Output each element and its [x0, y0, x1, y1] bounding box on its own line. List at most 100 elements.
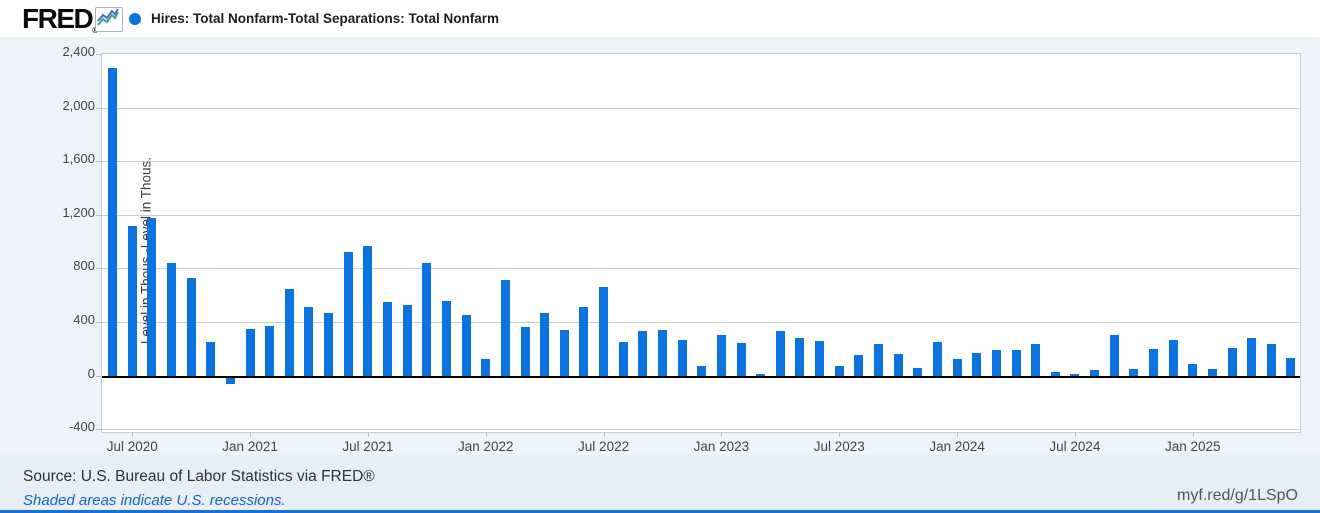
x-tick-mark — [603, 432, 605, 437]
bar-mar-2022[interactable] — [520, 326, 530, 376]
bar-aug-2021[interactable] — [383, 301, 393, 376]
bar-jul-2024[interactable] — [1070, 374, 1080, 376]
fred-chart-icon — [95, 7, 123, 32]
x-tick-label: Jul 2020 — [106, 439, 158, 454]
y-gridline — [102, 107, 1300, 109]
bar-dec-2020[interactable] — [225, 377, 235, 384]
y-tick-label: 1,200 — [62, 204, 95, 220]
bar-aug-2020[interactable] — [147, 217, 157, 376]
x-tick-mark — [1192, 432, 1194, 437]
bar-may-2023[interactable] — [795, 338, 805, 376]
bar-feb-2025[interactable] — [1207, 369, 1217, 376]
bar-oct-2023[interactable] — [893, 353, 903, 376]
bar-jul-2020[interactable] — [127, 225, 137, 376]
series-legend-label[interactable]: Hires: Total Nonfarm-Total Separations: … — [151, 11, 500, 26]
bar-aug-2023[interactable] — [854, 354, 864, 376]
bar-oct-2024[interactable] — [1129, 369, 1139, 376]
bar-may-2021[interactable] — [324, 312, 334, 376]
bar-aug-2022[interactable] — [618, 341, 628, 376]
y-gridline — [102, 322, 1300, 324]
graph-footer: Source: U.S. Bureau of Labor Statistics … — [0, 455, 1320, 510]
bar-dec-2024[interactable] — [1168, 339, 1178, 376]
bar-jun-2020[interactable] — [108, 68, 118, 376]
bar-dec-2022[interactable] — [697, 365, 707, 376]
bar-mar-2024[interactable] — [991, 350, 1001, 376]
bar-feb-2023[interactable] — [736, 342, 746, 376]
y-tick-mark — [96, 429, 102, 431]
bar-may-2022[interactable] — [559, 330, 569, 376]
bar-jun-2025[interactable] — [1286, 357, 1296, 376]
short-url-link[interactable]: myf.red/g/1LSpO — [1177, 487, 1298, 504]
bar-aug-2024[interactable] — [1090, 369, 1100, 376]
x-tick-mark — [367, 432, 369, 437]
y-tick-mark — [96, 375, 102, 377]
bar-may-2024[interactable] — [1031, 344, 1041, 376]
bottom-accent-strip — [0, 510, 1320, 513]
bar-jul-2021[interactable] — [363, 246, 373, 376]
bar-feb-2021[interactable] — [265, 326, 275, 376]
x-tick-label: Jul 2024 — [1049, 439, 1101, 454]
bar-dec-2021[interactable] — [461, 315, 471, 376]
bar-feb-2024[interactable] — [972, 352, 982, 376]
bar-nov-2020[interactable] — [206, 341, 216, 376]
bar-dec-2023[interactable] — [932, 342, 942, 376]
bar-nov-2024[interactable] — [1148, 348, 1158, 376]
bar-jul-2022[interactable] — [599, 286, 609, 376]
bar-sep-2021[interactable] — [402, 304, 412, 376]
bar-apr-2022[interactable] — [540, 312, 550, 376]
bar-jun-2024[interactable] — [1050, 372, 1060, 376]
x-tick-label: Jan 2022 — [457, 439, 514, 454]
x-tick-mark — [957, 432, 959, 437]
bar-nov-2021[interactable] — [441, 301, 451, 376]
bar-apr-2025[interactable] — [1247, 337, 1257, 376]
bar-jan-2025[interactable] — [1188, 363, 1198, 376]
bar-oct-2022[interactable] — [658, 330, 667, 376]
bar-sep-2024[interactable] — [1109, 335, 1119, 376]
x-tick-label: Jul 2022 — [578, 439, 630, 454]
bar-mar-2025[interactable] — [1227, 347, 1237, 376]
bar-mar-2023[interactable] — [756, 373, 766, 376]
y-tick-mark — [96, 268, 102, 270]
bar-jun-2023[interactable] — [815, 340, 825, 376]
x-tick-mark — [839, 432, 841, 437]
bar-oct-2021[interactable] — [422, 263, 432, 376]
y-tick-mark — [96, 322, 102, 324]
bar-jan-2024[interactable] — [952, 358, 962, 376]
bar-apr-2024[interactable] — [1011, 350, 1021, 376]
x-tick-mark — [1074, 432, 1076, 437]
bar-sep-2023[interactable] — [874, 344, 884, 376]
bar-sep-2022[interactable] — [638, 331, 648, 376]
bar-mar-2021[interactable] — [284, 288, 294, 376]
y-gridline — [102, 268, 1300, 270]
y-tick-label: 2,400 — [62, 44, 95, 59]
bar-apr-2021[interactable] — [304, 307, 314, 376]
bar-apr-2023[interactable] — [775, 330, 785, 376]
bar-nov-2022[interactable] — [677, 340, 687, 376]
bar-sep-2020[interactable] — [167, 263, 177, 376]
bar-jan-2023[interactable] — [716, 334, 726, 376]
x-tick-label: Jan 2023 — [693, 439, 750, 454]
bar-nov-2023[interactable] — [913, 368, 923, 376]
y-tick-label: 400 — [73, 312, 95, 328]
bar-jun-2021[interactable] — [343, 252, 353, 376]
y-tick-mark — [96, 107, 102, 109]
recessions-link[interactable]: Shaded areas indicate U.S. recessions. — [23, 492, 286, 509]
bar-jun-2022[interactable] — [579, 306, 589, 376]
bar-jul-2023[interactable] — [834, 366, 844, 376]
graph-header: FRED® Hires: Total Nonfarm-Total Separat… — [0, 0, 1320, 37]
x-tick-label: Jan 2021 — [222, 439, 278, 454]
bar-may-2025[interactable] — [1266, 344, 1276, 376]
x-tick-label: Jan 2024 — [929, 439, 985, 454]
bar-oct-2020[interactable] — [186, 277, 196, 376]
y-tick-label: 2,000 — [62, 97, 95, 113]
x-tick-label: Jan 2025 — [1164, 439, 1221, 454]
fred-logo-text: FRED — [22, 3, 94, 34]
fred-logo[interactable]: FRED® — [22, 3, 98, 35]
y-tick-mark — [96, 214, 102, 216]
y-tick-mark — [96, 54, 102, 55]
chart-plot-area: Level in Thous.-Level in Thous. 2,400 2,0… — [62, 44, 1301, 454]
bar-jan-2021[interactable] — [245, 329, 255, 376]
y-gridline — [102, 161, 1300, 163]
bar-feb-2022[interactable] — [500, 279, 510, 376]
bar-jan-2022[interactable] — [481, 358, 491, 376]
